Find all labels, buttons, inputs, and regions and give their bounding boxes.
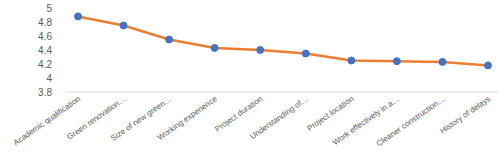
x-tick-label: Cleaner construction… bbox=[375, 94, 447, 148]
data-point bbox=[348, 57, 355, 64]
data-point bbox=[302, 50, 309, 57]
x-tick-label: Working experience bbox=[156, 94, 219, 142]
data-point bbox=[257, 47, 264, 54]
y-tick-label: 4 bbox=[46, 73, 52, 84]
y-tick-label: 4.8 bbox=[38, 17, 52, 28]
x-axis: Academic qualificationGreen renovation…S… bbox=[12, 94, 492, 148]
chart-container: 3.8 4 4.2 4.4 4.6 4.8 5 Academic qualificationG… bbox=[0, 0, 500, 154]
data-group bbox=[75, 13, 492, 69]
data-point bbox=[120, 22, 127, 29]
y-tick-label: 4.2 bbox=[38, 59, 52, 70]
x-tick-label: History of delays bbox=[439, 94, 493, 135]
chart-svg: 3.8 4 4.2 4.4 4.6 4.8 5 Academic qualificationG… bbox=[0, 0, 500, 154]
y-axis: 3.8 4 4.2 4.4 4.6 4.8 5 bbox=[38, 3, 52, 98]
y-tick-label: 5 bbox=[46, 3, 52, 14]
y-tick-label: 4.6 bbox=[38, 31, 52, 42]
y-tick-label: 3.8 bbox=[38, 87, 52, 98]
data-point bbox=[211, 44, 218, 51]
data-point bbox=[166, 36, 173, 43]
data-point bbox=[485, 62, 492, 69]
data-line bbox=[78, 16, 488, 65]
x-tick-label: Understanding of… bbox=[248, 94, 310, 141]
data-point bbox=[75, 13, 82, 20]
y-tick-label: 4.4 bbox=[38, 45, 52, 56]
x-axis-line bbox=[66, 92, 498, 93]
data-point bbox=[393, 58, 400, 65]
data-point bbox=[439, 58, 446, 65]
